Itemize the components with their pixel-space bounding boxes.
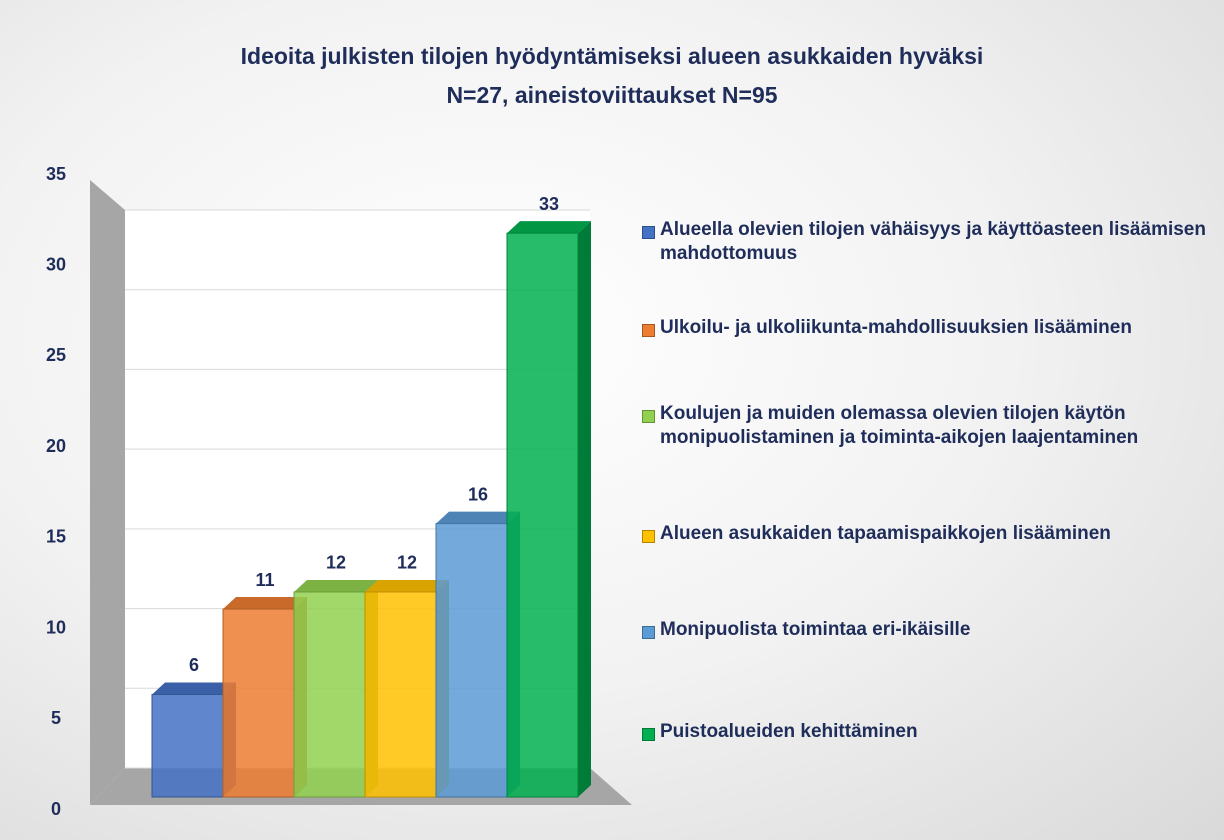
legend-swatch [642, 226, 655, 239]
bar-top [152, 682, 236, 695]
legend-label: Koulujen ja muiden olemassa olevien tilo… [660, 403, 1139, 448]
legend-swatch [642, 530, 655, 543]
chart-title: Ideoita julkisten tilojen hyödyntämiseks… [241, 43, 984, 69]
bar-top [507, 221, 591, 234]
y-tick-label: 25 [46, 345, 66, 365]
y-tick-label: 10 [46, 617, 66, 637]
bar-top [294, 579, 378, 592]
y-tick-label: 30 [46, 254, 66, 274]
legend-swatch [642, 324, 655, 337]
legend-label: Monipuolista toimintaa eri-ikäisille [660, 619, 971, 640]
legend-item: Puistoalueiden kehittäminen [642, 720, 1217, 744]
bar [293, 591, 366, 798]
bar [364, 591, 437, 798]
y-tick-label: 15 [46, 527, 66, 547]
legend-label: Ulkoilu- ja ulkoliikunta-mahdollisuuksie… [660, 317, 1132, 338]
data-label: 12 [397, 553, 417, 573]
legend-item: Ulkoilu- ja ulkoliikunta-mahdollisuuksie… [642, 316, 1217, 340]
legend-item: Alueen asukkaiden tapaamispaikkojen lisä… [642, 522, 1217, 546]
data-label: 6 [189, 655, 199, 675]
y-tick-label: 0 [51, 799, 61, 819]
side-wall [90, 180, 125, 805]
bar [151, 693, 224, 798]
legend-item: Koulujen ja muiden olemassa olevien tilo… [642, 402, 1217, 450]
legend-item: Monipuolista toimintaa eri-ikäisille [642, 618, 1217, 642]
data-label: 11 [255, 570, 274, 590]
bar-top [365, 579, 449, 592]
legend-label: Alueen asukkaiden tapaamispaikkojen lisä… [660, 523, 1111, 544]
bar-side [578, 221, 591, 797]
bar-top [436, 511, 520, 524]
y-tick-label: 35 [46, 164, 66, 184]
y-tick-label: 5 [51, 708, 61, 728]
data-label: 12 [326, 553, 346, 573]
bar [222, 608, 295, 798]
legend-swatch [642, 626, 655, 639]
legend-label: Alueella olevien tilojen vähäisyys ja kä… [660, 219, 1206, 264]
legend-item: Alueella olevien tilojen vähäisyys ja kä… [642, 218, 1217, 266]
y-tick-label: 20 [46, 436, 66, 456]
data-label: 33 [539, 194, 559, 214]
legend-label: Puistoalueiden kehittäminen [660, 721, 918, 742]
legend-swatch [642, 410, 655, 423]
bar [506, 232, 579, 798]
chart-subtitle: N=27, aineistoviittaukset N=95 [446, 82, 777, 108]
bar-top [223, 597, 307, 610]
data-label: 16 [468, 484, 488, 504]
legend-swatch [642, 728, 655, 741]
bar [435, 523, 508, 798]
